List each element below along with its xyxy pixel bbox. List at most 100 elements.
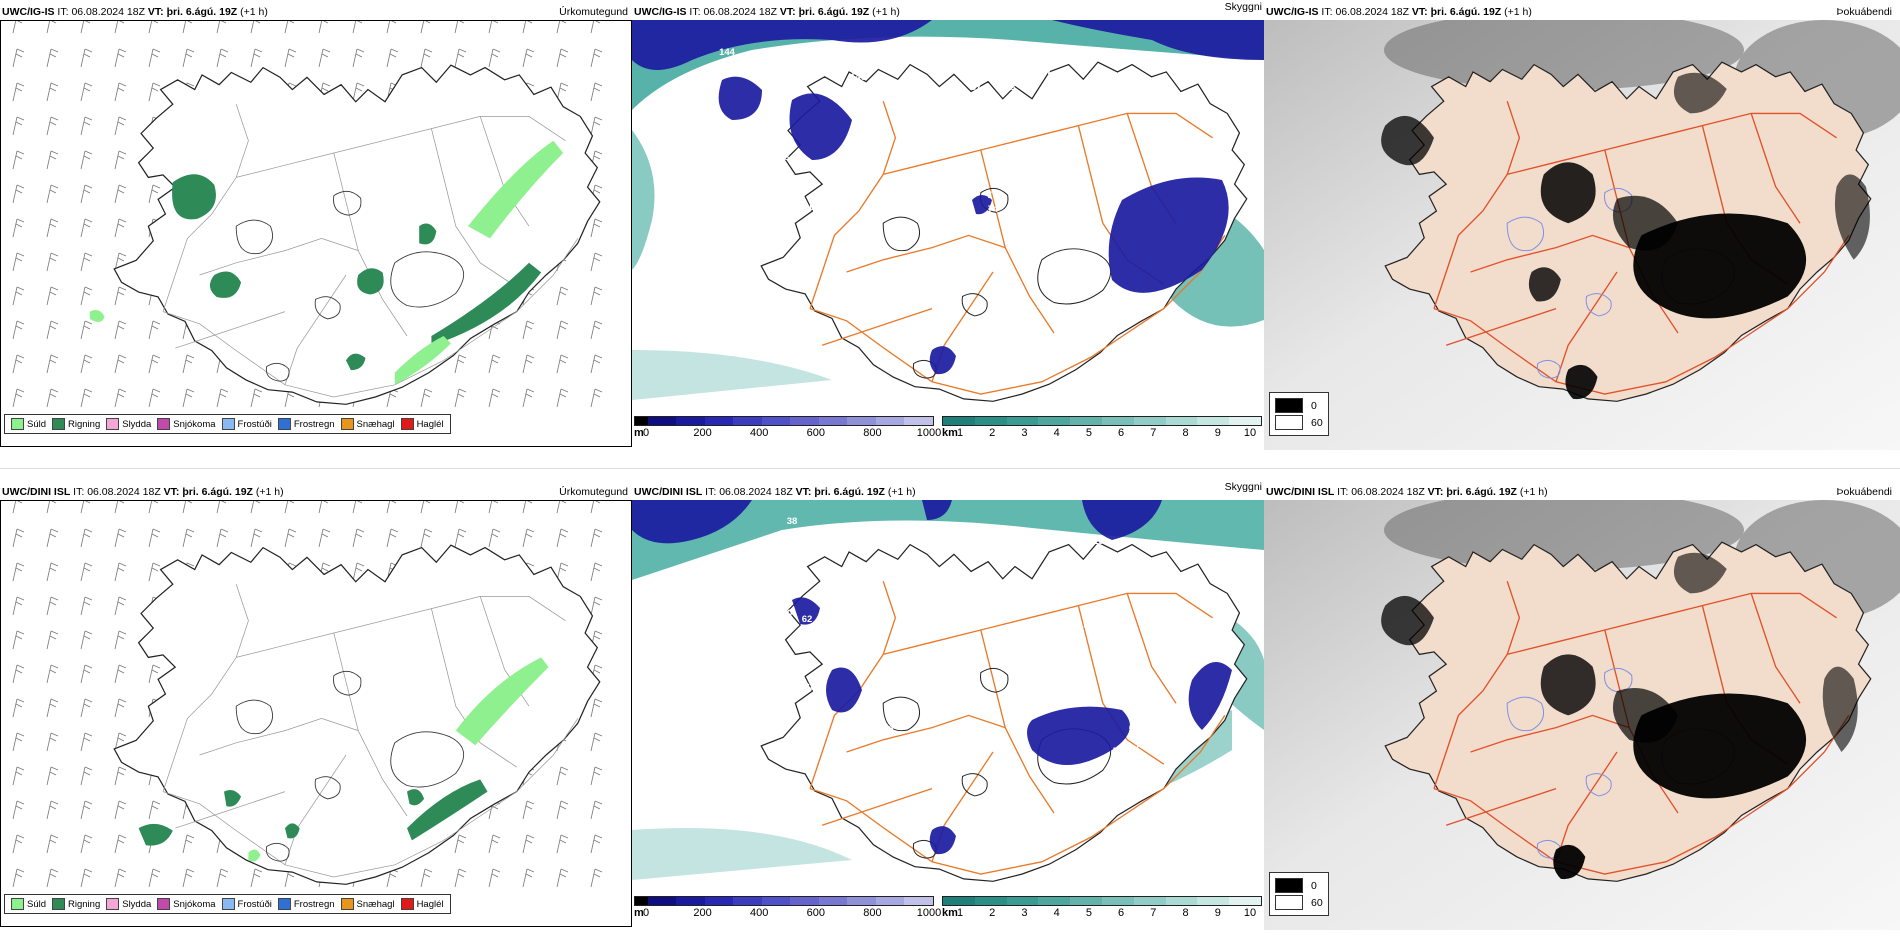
cloud-base-label: 64 [842, 157, 853, 168]
legend-swatch [400, 418, 414, 430]
wind-barb [216, 21, 227, 34]
cloud-base-label: 95 [827, 526, 838, 537]
cloud-base-label: 49 [775, 116, 786, 127]
cloud-base-label: 84 [897, 256, 908, 267]
cloud-base-label: 42 [1015, 830, 1026, 841]
visibility-colorbar: km 1 2 3 4 5 6 7 8 9 10 [942, 416, 1262, 450]
precip-areas [138, 657, 549, 862]
cloud-base-area [632, 20, 932, 70]
wind-barb [488, 528, 501, 548]
wind-barb [80, 286, 93, 306]
cloud-base-label: 131 [1086, 610, 1103, 621]
cloud-base-label: 118 [946, 562, 961, 573]
cloud-base-area [1052, 20, 1264, 60]
cloud-base-area [718, 76, 762, 120]
colorbar-segment [1165, 897, 1198, 905]
cloud-header: UWC/IG-IS IT: 06.08.2024 18Z VT: þri. 6.… [634, 5, 900, 19]
fog-legend-swatch [1275, 895, 1303, 910]
legend-swatch [277, 898, 291, 910]
vt-value: þri. 6.ágú. 19Z [1446, 486, 1517, 498]
legend-label: Haglél [416, 418, 444, 430]
legend-label: Frostregn [293, 898, 335, 910]
colorbar-segment [943, 897, 975, 905]
wind-barb [114, 800, 127, 820]
wind-barb [80, 21, 91, 34]
colorbar-tick: 8 [1182, 907, 1189, 919]
drizzle-area [455, 657, 549, 746]
visibility-area [632, 20, 1264, 110]
wind-barb [454, 834, 467, 854]
cloud-base-label: 37 [759, 56, 770, 67]
it-label: IT: [689, 6, 701, 18]
rain-area [224, 789, 242, 807]
drizzle-area [89, 309, 105, 323]
cloud-base-label: 62 [802, 614, 813, 625]
colorbar-segment [1038, 417, 1071, 425]
wind-barb [12, 252, 25, 272]
wind-barb [556, 388, 569, 408]
cloud-base-label: 184 [1086, 90, 1103, 101]
legend-swatch [52, 418, 66, 430]
wind-barb [114, 218, 127, 238]
legend-swatch [221, 418, 235, 430]
legend-label: Snæhagl [356, 898, 395, 910]
wind-barb [114, 21, 125, 34]
wind-barb [80, 528, 93, 548]
legend-item: Frostúði [221, 898, 272, 910]
colorbar-segment [1133, 417, 1166, 425]
cloud-base-label: 71 [953, 748, 964, 759]
rain-area [419, 223, 437, 245]
cloud-base-label: 35 [1067, 810, 1078, 821]
legend-label: Haglél [416, 898, 444, 910]
wind-barb [148, 48, 161, 68]
wind-barb [386, 21, 397, 34]
offset: (+1 h) [240, 6, 268, 18]
wind-barb [80, 630, 93, 650]
colorbar-tick: 400 [750, 907, 769, 919]
wind-barb [454, 354, 467, 374]
cloud-base-label: 52 [1129, 724, 1140, 735]
legend-item: Frostregn [277, 898, 335, 910]
model-name: UWC/DINI ISL [634, 486, 703, 498]
wind-barb [46, 596, 59, 616]
cloud-base-label: 104 [878, 722, 895, 733]
legend-label: Frostúði [237, 898, 272, 910]
precip-legend: Súld Rigning Slydda Snjókoma Frostúði Frostre… [4, 414, 451, 434]
fog-area [1540, 654, 1596, 716]
cloud-base-label: 62 [967, 356, 978, 367]
wind-barb [556, 868, 569, 888]
wind-barb [420, 501, 431, 514]
legend-item: Slydda [106, 418, 151, 430]
wind-barb [114, 501, 125, 514]
wind-barb [80, 388, 93, 408]
precip-legend: Súld Rigning Slydda Snjókoma Frostúði Frostre… [4, 894, 451, 914]
cloud-base-label: 9 [1007, 376, 1012, 387]
vt-value: þri. 6.ágú. 19Z [798, 6, 870, 18]
colorbar-segment [875, 417, 905, 425]
wind-barb [12, 218, 25, 238]
cloud-base-label: 56 [777, 84, 788, 95]
fog-legend-row: 0 [1275, 397, 1323, 414]
wind-barb [148, 354, 161, 374]
cloud-base-label: 144 [719, 47, 736, 58]
wind-barb [114, 698, 127, 718]
wind-barb [556, 48, 569, 68]
wind-barb [454, 868, 467, 888]
colorbar-segment [1006, 897, 1039, 905]
legend-item: Slydda [106, 898, 151, 910]
wind-barb [182, 388, 195, 408]
colorbar-tick: 5 [1085, 907, 1092, 919]
wind-barb [12, 528, 25, 548]
wind-barb [12, 800, 25, 820]
cloud-base-label: 70 [1039, 274, 1050, 285]
wind-barb [12, 562, 25, 582]
legend-swatch [106, 418, 120, 430]
wind-barb [12, 48, 25, 68]
wind-barb [148, 82, 161, 102]
wind-barb [148, 184, 161, 204]
colorbar-segment [847, 417, 876, 425]
wind-barb [12, 698, 25, 718]
fog-map [1264, 20, 1900, 450]
wind-barb [590, 800, 603, 820]
